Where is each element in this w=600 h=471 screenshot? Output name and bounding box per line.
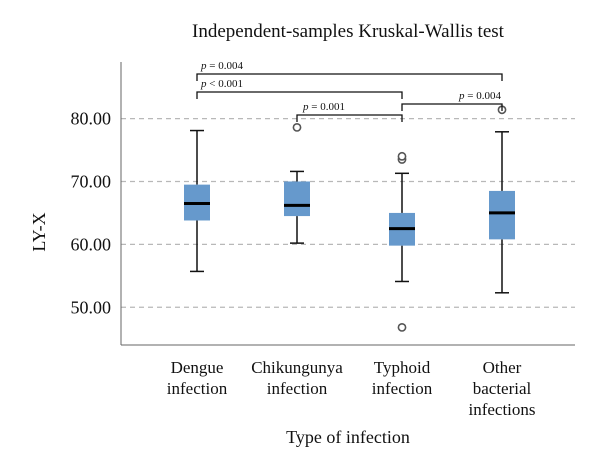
y-axis-label: LY-X <box>29 212 49 251</box>
chart-title: Independent-samples Kruskal-Wallis test <box>192 21 505 42</box>
p-symbol: p <box>302 101 309 113</box>
x-tick-label-line: bacterial <box>473 379 532 398</box>
y-axis: 50.00 60.00 70.00 80.00 <box>71 62 122 345</box>
bracket-line <box>296 114 403 122</box>
y-tick-label: 60.00 <box>71 234 112 254</box>
p-symbol: p <box>200 78 207 90</box>
box-group <box>389 151 415 332</box>
outlier-point <box>397 322 407 332</box>
p-symbol: p <box>458 90 465 102</box>
x-tick-label-line: infection <box>372 379 433 398</box>
significance-bracket: p = 0.004 <box>401 90 503 111</box>
x-tick-label-line: infection <box>267 379 328 398</box>
x-tick-label-line: Chikungunya <box>251 358 343 377</box>
bracket-line <box>196 91 403 99</box>
significance-bracket: p = 0.004 <box>196 60 503 81</box>
y-tick-label: 50.00 <box>71 297 112 317</box>
box-group <box>489 105 515 294</box>
x-tick-label-line: Dengue <box>171 358 224 377</box>
x-tick-label-line: Typhoid <box>374 358 431 377</box>
box-group <box>184 129 210 273</box>
outlier-point <box>397 151 407 161</box>
significance-bracket: p = 0.001 <box>296 101 403 122</box>
box <box>284 181 310 217</box>
p-value-label: p = 0.001 <box>302 101 345 113</box>
x-tick-label-line: infections <box>468 400 535 419</box>
p-value-text: = 0.004 <box>465 90 502 102</box>
outlier-point <box>292 123 302 132</box>
bracket-line <box>401 103 503 111</box>
x-tick-label-line: Other <box>483 358 522 377</box>
p-value-label: p = 0.004 <box>458 90 501 102</box>
box-group <box>284 123 310 244</box>
p-value-label: p = 0.004 <box>200 60 243 72</box>
box-series <box>184 105 515 332</box>
y-tick-label: 80.00 <box>71 109 112 129</box>
p-symbol: p <box>200 60 207 72</box>
x-tick-label-line: infection <box>167 379 228 398</box>
bracket-line <box>196 73 503 81</box>
y-tick-label: 70.00 <box>71 171 112 191</box>
box <box>489 190 515 240</box>
p-value-text: = 0.004 <box>207 60 244 72</box>
x-tick-label: Typhoid infection <box>372 358 433 398</box>
x-tick-label: Dengue infection <box>167 358 228 398</box>
x-tick-label: Other bacterial infections <box>468 358 535 419</box>
x-tick-label: Chikungunya infection <box>251 358 343 398</box>
x-axis-label: Type of infection <box>286 427 410 447</box>
significance-bracket: p < 0.001 <box>196 78 403 99</box>
p-value-text: = 0.001 <box>309 101 345 113</box>
p-value-text: < 0.001 <box>207 78 243 90</box>
p-value-label: p < 0.001 <box>200 78 243 90</box>
